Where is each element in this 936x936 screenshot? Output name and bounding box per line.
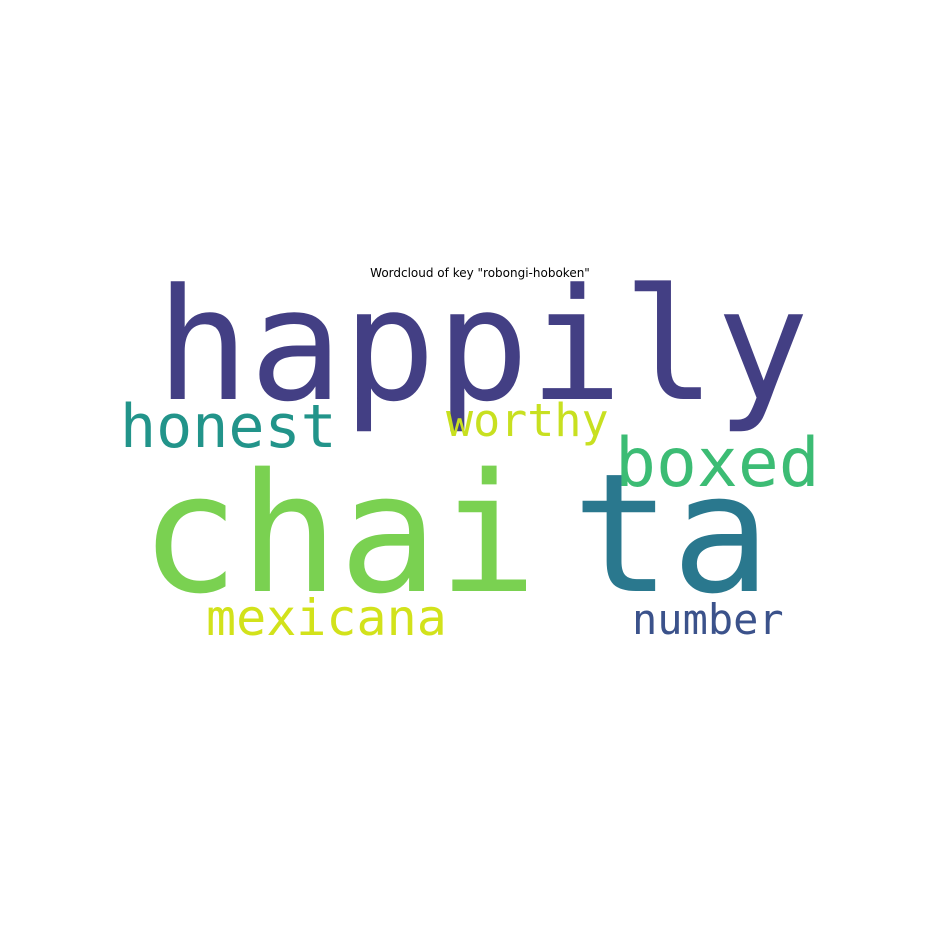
word-happily: happily [156,255,810,436]
figure-title: Wordcloud of key "robongi-hoboken" [370,266,590,280]
word-number: number [632,595,784,644]
word-chai: chai [140,438,538,630]
word-ta: ta [572,438,771,630]
word-honest: honest [120,392,337,462]
word-mexicana: mexicana [206,589,447,647]
word-worthy: worthy [446,394,609,447]
word-boxed: boxed [615,424,820,503]
